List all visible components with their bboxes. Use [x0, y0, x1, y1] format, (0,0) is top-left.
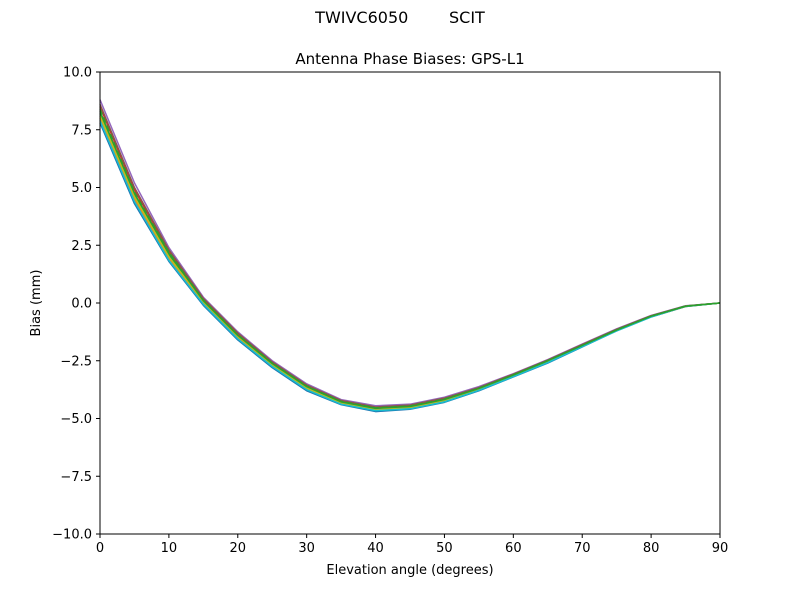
x-axis-label: Elevation angle (degrees) — [326, 563, 493, 578]
figure-suptitle: TWIVC6050 SCIT — [315, 8, 485, 27]
series-line-4 — [99, 106, 721, 409]
x-tick-label: 20 — [230, 541, 247, 556]
series-line-5 — [99, 99, 721, 407]
x-tick-label: 30 — [298, 541, 315, 556]
y-tick-label: 2.5 — [71, 239, 92, 254]
y-axis-label: Bias (mm) — [29, 270, 44, 337]
y-tick-label: 5.0 — [71, 181, 92, 196]
chart-title: Antenna Phase Biases: GPS-L1 — [295, 50, 524, 68]
x-tick-label: 80 — [643, 541, 660, 556]
y-axis: −10.0 −7.5 −5.0 −2.5 0.0 2.5 5.0 7.5 10.0 — [52, 66, 100, 543]
y-tick-label: −10.0 — [52, 528, 92, 543]
x-tick-label: 50 — [436, 541, 453, 556]
x-axis: 0 10 20 30 40 50 60 70 80 90 — [96, 534, 728, 556]
series-line-3 — [99, 113, 721, 410]
x-tick-label: 60 — [505, 541, 522, 556]
plot-frame — [99, 71, 721, 535]
series-line-10 — [99, 108, 721, 409]
series-line-2 — [99, 117, 721, 411]
series-line-6 — [99, 104, 721, 408]
series-line-1 — [99, 122, 721, 413]
series-line-8 — [99, 120, 721, 412]
y-tick-label: 7.5 — [71, 123, 92, 138]
x-tick-label: 90 — [712, 541, 729, 556]
x-tick-label: 10 — [161, 541, 178, 556]
y-tick-label: −7.5 — [60, 470, 92, 485]
y-tick-label: −2.5 — [60, 354, 92, 369]
x-tick-label: 40 — [367, 541, 384, 556]
x-tick-label: 0 — [96, 541, 104, 556]
y-tick-label: 10.0 — [63, 66, 92, 81]
x-tick-label: 70 — [574, 541, 591, 556]
y-tick-label: −5.0 — [60, 412, 92, 427]
y-tick-label: 0.0 — [71, 297, 92, 312]
series-line-9 — [99, 110, 721, 410]
series-line-7 — [99, 115, 721, 411]
series-layer — [99, 99, 721, 413]
